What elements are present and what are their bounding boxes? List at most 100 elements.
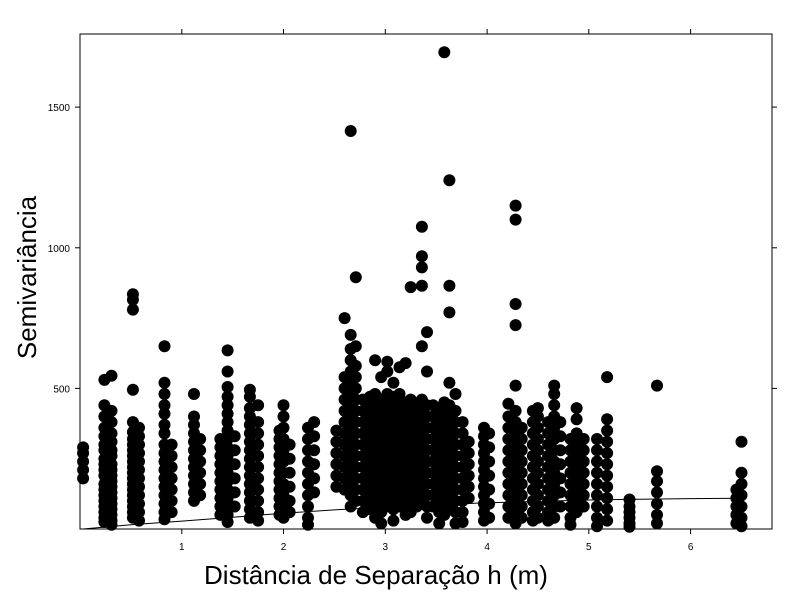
- data-point: [735, 489, 748, 502]
- x-tick-label: 6: [688, 542, 694, 553]
- data-point: [252, 399, 265, 412]
- data-point: [302, 518, 314, 531]
- data-point: [165, 438, 178, 451]
- data-point: [194, 444, 207, 457]
- data-point: [456, 506, 469, 519]
- data-point: [105, 416, 118, 429]
- data-point: [531, 421, 544, 434]
- data-point: [194, 489, 207, 502]
- data-point: [449, 404, 462, 417]
- data-point: [188, 410, 200, 423]
- data-point: [105, 449, 118, 462]
- data-point: [515, 466, 528, 479]
- data-point: [591, 433, 603, 445]
- data-point: [515, 511, 528, 524]
- data-point: [415, 261, 428, 274]
- data-point: [554, 500, 567, 513]
- data-point: [252, 461, 265, 474]
- data-point: [105, 427, 118, 440]
- data-point: [509, 298, 522, 310]
- data-point: [577, 466, 590, 479]
- data-point: [531, 444, 544, 457]
- data-point: [349, 382, 362, 395]
- data-point: [515, 478, 528, 490]
- data-point: [105, 369, 118, 382]
- x-tick-label: 2: [281, 542, 287, 553]
- plot-frame: [79, 33, 773, 530]
- data-point: [483, 455, 496, 468]
- data-point: [133, 489, 145, 502]
- data-point: [554, 430, 567, 443]
- data-point: [188, 418, 200, 431]
- data-point: [252, 449, 265, 462]
- data-point: [483, 483, 496, 496]
- data-point: [252, 494, 265, 507]
- y-tick-label: 1500: [48, 103, 71, 114]
- data-point: [243, 461, 256, 474]
- data-point: [338, 312, 351, 325]
- data-point: [221, 381, 234, 393]
- data-point: [105, 404, 118, 417]
- data-point: [548, 511, 561, 524]
- data-point: [554, 486, 567, 499]
- data-point: [126, 303, 139, 316]
- data-point: [133, 480, 145, 493]
- data-point: [735, 500, 748, 513]
- data-point: [577, 489, 590, 502]
- data-point: [554, 416, 567, 429]
- data-point: [515, 489, 528, 502]
- data-point: [228, 500, 241, 513]
- data-point: [221, 407, 234, 420]
- data-point: [421, 365, 433, 378]
- data-point: [302, 500, 314, 513]
- data-point: [243, 390, 256, 403]
- data-point: [133, 506, 145, 519]
- data-point: [194, 478, 207, 490]
- data-point: [462, 469, 475, 482]
- data-point: [515, 455, 528, 468]
- data-point: [456, 427, 469, 440]
- data-point: [531, 433, 544, 445]
- data-point: [133, 455, 145, 468]
- data-point: [601, 458, 614, 471]
- data-point: [483, 441, 496, 454]
- data-point: [438, 46, 451, 59]
- data-point: [577, 478, 590, 490]
- data-point: [509, 199, 522, 212]
- data-point: [531, 511, 544, 524]
- data-point: [252, 416, 265, 429]
- data-point: [735, 435, 748, 448]
- data-point: [194, 433, 207, 445]
- data-point: [221, 516, 234, 528]
- data-point: [194, 466, 207, 479]
- model-curve-layer: [83, 497, 742, 530]
- data-point: [591, 455, 603, 468]
- data-point: [651, 475, 663, 488]
- data-point: [531, 478, 544, 490]
- data-point: [483, 469, 496, 482]
- data-point: [591, 444, 603, 457]
- data-point: [188, 388, 200, 400]
- data-point: [591, 478, 603, 490]
- data-point: [531, 402, 544, 415]
- data-point: [601, 435, 614, 448]
- data-point: [651, 486, 663, 499]
- data-point: [548, 399, 561, 412]
- data-point: [283, 466, 296, 479]
- data-point: [601, 413, 614, 426]
- data-point: [404, 281, 417, 294]
- data-point: [283, 506, 296, 519]
- data-point: [165, 449, 178, 462]
- data-point: [443, 174, 456, 187]
- data-point: [165, 506, 178, 519]
- data-point: [531, 489, 544, 502]
- data-point: [277, 410, 290, 423]
- data-point: [421, 511, 433, 524]
- data-point: [252, 514, 265, 527]
- data-point: [515, 433, 528, 445]
- data-point: [577, 500, 590, 513]
- data-point: [308, 486, 321, 499]
- data-point: [601, 424, 614, 437]
- data-points: [77, 46, 748, 533]
